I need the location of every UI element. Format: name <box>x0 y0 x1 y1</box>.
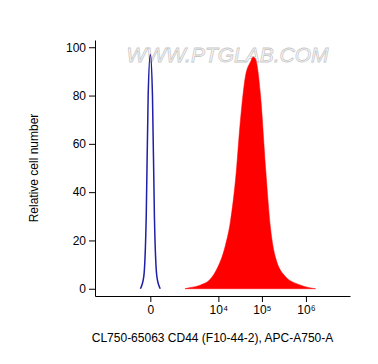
y-tick-label: 40 <box>73 185 87 199</box>
line <box>140 54 160 288</box>
y-tick-label: 60 <box>73 137 87 151</box>
x-tick-label: 0 <box>147 303 154 317</box>
y-tick: 20 <box>73 234 95 248</box>
x-axis-line <box>96 296 351 297</box>
y-tick-label: 0 <box>79 282 86 296</box>
x-tick-mark <box>306 296 307 302</box>
x-tick: 0 <box>147 296 154 317</box>
y-tick-mark <box>89 144 95 145</box>
x-tick: 10⁵ <box>253 296 271 317</box>
y-axis-title: Relative cell number <box>27 114 41 223</box>
x-tick: 10⁴ <box>210 296 229 317</box>
plot-marks <box>140 54 315 288</box>
y-tick-label: 100 <box>66 41 86 55</box>
y-axis: 0 20 40 60 80 100 <box>66 41 96 297</box>
y-tick: 0 <box>79 282 95 296</box>
x-tick-mark <box>218 296 219 302</box>
y-tick-mark <box>89 192 95 193</box>
y-tick-label: 20 <box>73 234 87 248</box>
y-tick-mark <box>89 240 95 241</box>
y-tick: 100 <box>66 41 95 55</box>
x-tick: 10⁶ <box>297 296 315 317</box>
x-tick-mark <box>262 296 263 302</box>
x-tick-label: 10⁶ <box>297 303 315 317</box>
x-axis-title: CL750-65063 CD44 (F10-44-2), APC-A750-A <box>92 331 333 345</box>
y-tick-mark <box>89 289 95 290</box>
y-tick: 40 <box>73 185 95 199</box>
x-tick-mark <box>150 296 151 302</box>
x-tick-label: 10⁴ <box>210 303 229 317</box>
area <box>185 57 316 289</box>
chart: WWW.PTGLAB.COM 0 10⁴ 10⁵ 10⁶ 0 20 40 60 80 100 CL75… <box>0 0 378 364</box>
y-tick: 60 <box>73 137 95 151</box>
x-axis: 0 10⁴ 10⁵ 10⁶ <box>96 296 351 317</box>
y-axis-line <box>95 41 96 297</box>
x-tick-label: 10⁵ <box>253 303 271 317</box>
y-tick-mark <box>89 96 95 97</box>
y-tick-label: 80 <box>73 89 87 103</box>
y-tick: 80 <box>73 89 95 103</box>
y-tick-mark <box>89 47 95 48</box>
watermark: WWW.PTGLAB.COM <box>126 43 329 66</box>
